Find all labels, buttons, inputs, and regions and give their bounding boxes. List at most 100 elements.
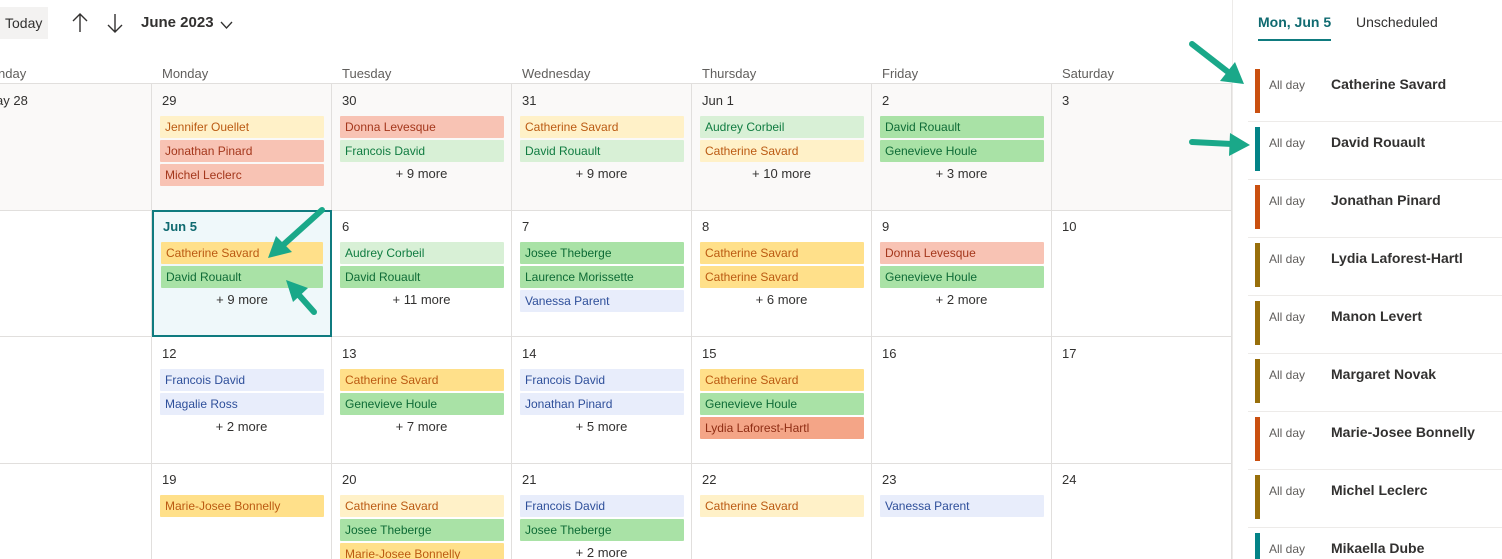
day-number: 20: [342, 472, 357, 487]
chevron-down-icon[interactable]: [220, 17, 233, 35]
more-events-link[interactable]: + 2 more: [935, 292, 988, 307]
more-events-link[interactable]: + 11 more: [392, 292, 451, 307]
agenda-item[interactable]: All day Mikaella Dube: [1248, 528, 1502, 559]
calendar-event[interactable]: Francois David: [520, 495, 684, 517]
tab-selected-day[interactable]: Mon, Jun 5: [1258, 14, 1332, 41]
calendar-event[interactable]: Catherine Savard: [520, 116, 684, 138]
day-cell[interactable]: [0, 210, 152, 337]
day-cell[interactable]: Jun 1 Audrey Corbeil Catherine Savard + 10 …: [692, 84, 872, 211]
calendar-event[interactable]: Michel Leclerc: [160, 164, 324, 186]
calendar-event[interactable]: Marie-Josee Bonnelly: [160, 495, 324, 517]
day-cell[interactable]: [0, 463, 152, 559]
day-cell[interactable]: 14 Francois David Jonathan Pinard + 5 more: [512, 337, 692, 464]
calendar-event[interactable]: David Rouault: [161, 266, 323, 288]
calendar-event[interactable]: Catherine Savard: [700, 369, 864, 391]
day-number: 12: [162, 346, 177, 361]
calendar-event[interactable]: Catherine Savard: [700, 140, 864, 162]
more-events-link[interactable]: + 5 more: [575, 419, 628, 434]
calendar-event[interactable]: David Rouault: [520, 140, 684, 162]
more-events-link[interactable]: + 10 more: [752, 166, 811, 181]
day-cell[interactable]: 19 Marie-Josee Bonnelly: [152, 463, 332, 559]
agenda-item[interactable]: All day Lydia Laforest-Hartl: [1248, 238, 1502, 296]
day-cell[interactable]: 23 Vanessa Parent: [872, 463, 1052, 559]
day-cell[interactable]: 13 Catherine Savard Genevieve Houle + 7 mor…: [332, 337, 512, 464]
agenda-item[interactable]: All day Michel Leclerc: [1248, 470, 1502, 528]
calendar-event[interactable]: Vanessa Parent: [880, 495, 1044, 517]
day-cell[interactable]: 21 Francois David Josee Theberge + 2 more: [512, 463, 692, 559]
calendar-event[interactable]: Francois David: [520, 369, 684, 391]
day-cell[interactable]: 12 Francois David Magalie Ross + 2 more: [152, 337, 332, 464]
more-events-link[interactable]: + 9 more: [575, 166, 628, 181]
day-cell[interactable]: 16: [872, 337, 1052, 464]
calendar-event[interactable]: Laurence Morissette: [520, 266, 684, 288]
more-events-link[interactable]: + 9 more: [216, 292, 268, 307]
month-picker[interactable]: June 2023: [141, 14, 214, 31]
calendar-event[interactable]: Catherine Savard: [340, 495, 504, 517]
calendar-event[interactable]: Josee Theberge: [340, 519, 504, 541]
calendar-event[interactable]: Lydia Laforest-Hartl: [700, 417, 864, 439]
next-month-button[interactable]: [105, 10, 127, 36]
day-cell[interactable]: 7 Josee Theberge Laurence Morissette Vaness…: [512, 210, 692, 337]
agenda-time: All day: [1269, 484, 1306, 498]
calendar-event[interactable]: Francois David: [340, 140, 504, 162]
weekday-header-row: nday Monday Tuesday Wednesday Thursday Friday…: [0, 64, 1232, 84]
calendar-event[interactable]: Genevieve Houle: [340, 393, 504, 415]
day-cell[interactable]: ay 28: [0, 84, 152, 211]
more-events-link[interactable]: + 2 more: [215, 419, 268, 434]
day-cell[interactable]: 15 Catherine Savard Genevieve Houle Lydia L…: [692, 337, 872, 464]
agenda-item[interactable]: All day Catherine Savard: [1248, 64, 1502, 122]
calendar-event[interactable]: David Rouault: [880, 116, 1044, 138]
day-cell[interactable]: 30 Donna Levesque Francois David + 9 more: [332, 84, 512, 211]
day-number: 23: [882, 472, 897, 487]
agenda-item[interactable]: All day Manon Levert: [1248, 296, 1502, 354]
day-cell[interactable]: 24: [1052, 463, 1232, 559]
day-cell[interactable]: 10: [1052, 210, 1232, 337]
calendar-event[interactable]: Jonathan Pinard: [160, 140, 324, 162]
day-cell[interactable]: 6 Audrey Corbeil David Rouault + 11 more: [332, 210, 512, 337]
calendar-event[interactable]: Josee Theberge: [520, 519, 684, 541]
calendar-event[interactable]: Catherine Savard: [700, 242, 864, 264]
calendar-event[interactable]: Catherine Savard: [700, 495, 864, 517]
calendar-event[interactable]: Catherine Savard: [700, 266, 864, 288]
agenda-item[interactable]: All day David Rouault: [1248, 122, 1502, 180]
day-cell[interactable]: [0, 337, 152, 464]
calendar-event[interactable]: Donna Levesque: [880, 242, 1044, 264]
calendar-event[interactable]: Donna Levesque: [340, 116, 504, 138]
calendar-event[interactable]: Genevieve Houle: [700, 393, 864, 415]
more-events-link[interactable]: + 3 more: [935, 166, 988, 181]
day-cell[interactable]: 3: [1052, 84, 1232, 211]
day-cell[interactable]: Jun 5 Catherine Savard David Rouault + 9 mo…: [152, 210, 332, 337]
calendar-event[interactable]: David Rouault: [340, 266, 504, 288]
day-cell[interactable]: 22 Catherine Savard: [692, 463, 872, 559]
calendar-event[interactable]: Catherine Savard: [340, 369, 504, 391]
day-cell[interactable]: 31 Catherine Savard David Rouault + 9 more: [512, 84, 692, 211]
day-cell[interactable]: 17: [1052, 337, 1232, 464]
calendar-event[interactable]: Vanessa Parent: [520, 290, 684, 312]
calendar-event[interactable]: Jennifer Ouellet: [160, 116, 324, 138]
today-button[interactable]: Today: [0, 7, 48, 39]
agenda-item[interactable]: All day Marie-Josee Bonnelly: [1248, 412, 1502, 470]
calendar-event[interactable]: Josee Theberge: [520, 242, 684, 264]
day-cell[interactable]: 2 David Rouault Genevieve Houle + 3 more: [872, 84, 1052, 211]
more-events-link[interactable]: + 6 more: [755, 292, 808, 307]
previous-month-button[interactable]: [70, 10, 92, 36]
calendar-event[interactable]: Audrey Corbeil: [340, 242, 504, 264]
calendar-event[interactable]: Jonathan Pinard: [520, 393, 684, 415]
day-cell[interactable]: 29 Jennifer Ouellet Jonathan Pinard Michel …: [152, 84, 332, 211]
agenda-item[interactable]: All day Margaret Novak: [1248, 354, 1502, 412]
calendar-event[interactable]: Magalie Ross: [160, 393, 324, 415]
calendar-event[interactable]: Francois David: [160, 369, 324, 391]
tab-unscheduled[interactable]: Unscheduled: [1356, 14, 1438, 30]
more-events-link[interactable]: + 7 more: [395, 419, 448, 434]
more-events-link[interactable]: + 2 more: [575, 545, 628, 559]
calendar-event[interactable]: Catherine Savard: [161, 242, 323, 264]
calendar-event[interactable]: Marie-Josee Bonnelly: [340, 543, 504, 559]
calendar-event[interactable]: Genevieve Houle: [880, 266, 1044, 288]
calendar-event[interactable]: Genevieve Houle: [880, 140, 1044, 162]
day-cell[interactable]: 9 Donna Levesque Genevieve Houle + 2 more: [872, 210, 1052, 337]
day-cell[interactable]: 8 Catherine Savard Catherine Savard + 6 mor…: [692, 210, 872, 337]
day-cell[interactable]: 20 Catherine Savard Josee Theberge Marie-Jo…: [332, 463, 512, 559]
agenda-item[interactable]: All day Jonathan Pinard: [1248, 180, 1502, 238]
more-events-link[interactable]: + 9 more: [395, 166, 448, 181]
calendar-event[interactable]: Audrey Corbeil: [700, 116, 864, 138]
